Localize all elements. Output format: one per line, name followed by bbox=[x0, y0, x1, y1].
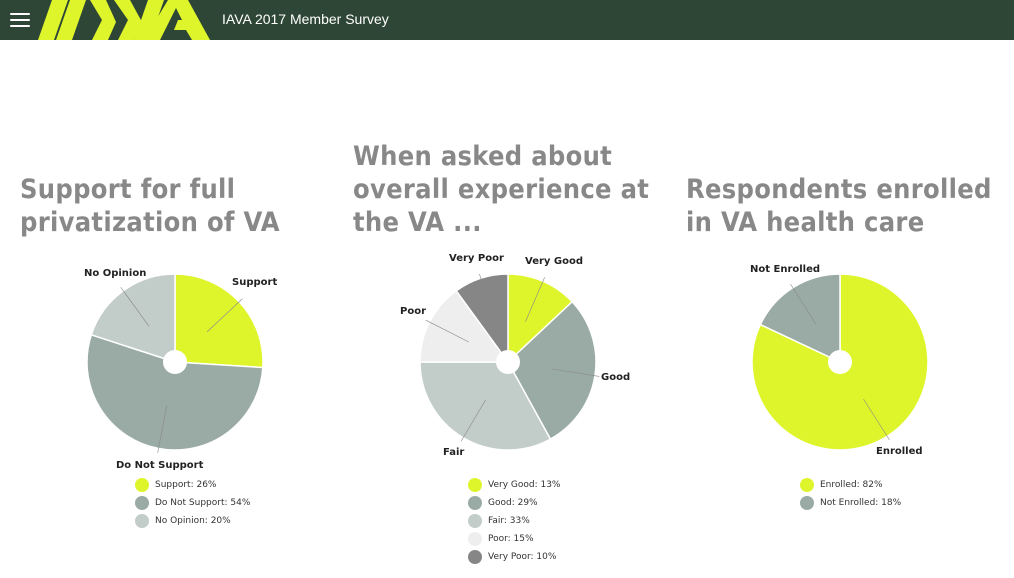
legend-item[interactable]: Support: 26% bbox=[135, 476, 250, 494]
legend-label: No Opinion: 20% bbox=[155, 516, 231, 526]
chart-title: When asked about overall experience at t… bbox=[353, 140, 673, 239]
pie-leader-line bbox=[206, 298, 243, 333]
legend-label: Not Enrolled: 18% bbox=[820, 498, 902, 508]
pie-leader-line bbox=[425, 319, 469, 343]
chart-title-line: When asked about bbox=[353, 141, 613, 172]
pie-slice-label: No Opinion bbox=[84, 268, 146, 279]
legend-label: Support: 26% bbox=[155, 480, 217, 490]
app-header: IAVA 2017 Member Survey bbox=[0, 0, 1014, 40]
pie-leader-line bbox=[863, 398, 890, 441]
legend-swatch bbox=[135, 496, 149, 510]
pie-slice-label: Good bbox=[601, 372, 630, 383]
legend-label: Do Not Support: 54% bbox=[155, 498, 251, 508]
legend-swatch bbox=[135, 478, 149, 492]
chart-title: Respondents enrolled in VA health care bbox=[686, 173, 1006, 239]
pie-slice-label: Very Poor bbox=[449, 253, 504, 264]
pie-slice-label: Fair bbox=[443, 447, 464, 458]
pie-chart: Support Do Not Support No Opinion bbox=[84, 268, 277, 471]
chart-legend: Support: 26% Do Not Support: 54% No Opinio… bbox=[135, 476, 250, 530]
legend-swatch bbox=[468, 532, 482, 546]
pie-leader-line bbox=[479, 274, 495, 321]
legend-label: Very Good: 13% bbox=[488, 480, 561, 490]
chart-title-line: the VA ... bbox=[353, 207, 482, 238]
legend-item[interactable]: Do Not Support: 54% bbox=[135, 494, 250, 512]
pie-slice-label: Poor bbox=[400, 306, 426, 317]
chart-title: Support for full privatization of VA bbox=[20, 173, 340, 239]
pie-slice-label: Not Enrolled bbox=[750, 264, 820, 275]
legend-label: Fair: 33% bbox=[488, 516, 530, 526]
pie-center-hole bbox=[828, 350, 852, 374]
legend-item[interactable]: Fair: 33% bbox=[468, 512, 560, 530]
pie-slice-label: Very Good bbox=[525, 256, 583, 267]
pie-slice-label: Do Not Support bbox=[116, 460, 204, 471]
legend-item[interactable]: No Opinion: 20% bbox=[135, 512, 250, 530]
pie-center-hole bbox=[496, 350, 520, 374]
legend-swatch bbox=[468, 478, 482, 492]
hamburger-menu-icon[interactable] bbox=[10, 10, 30, 28]
legend-swatch bbox=[800, 496, 814, 510]
legend-label: Very Poor: 10% bbox=[488, 552, 557, 562]
pie-slice-label: Enrolled bbox=[876, 446, 923, 457]
pie-slice-label: Support bbox=[232, 277, 277, 288]
pie-leader-line bbox=[525, 277, 545, 322]
legend-item[interactable]: Enrolled: 82% bbox=[800, 476, 901, 494]
legend-swatch bbox=[135, 514, 149, 528]
chart-panel-privatization: Support for full privatization of VA Sup… bbox=[20, 140, 340, 578]
pie-leader-line bbox=[551, 368, 600, 377]
pie-leader-line bbox=[790, 283, 817, 326]
legend-swatch bbox=[468, 550, 482, 564]
chart-legend: Enrolled: 82% Not Enrolled: 18% bbox=[800, 476, 901, 512]
legend-swatch bbox=[468, 496, 482, 510]
legend-label: Enrolled: 82% bbox=[820, 480, 883, 490]
chart-title-line: Respondents enrolled bbox=[686, 174, 992, 205]
legend-item[interactable]: Good: 29% bbox=[468, 494, 560, 512]
chart-panel-experience: When asked about overall experience at t… bbox=[353, 140, 673, 578]
legend-label: Poor: 15% bbox=[488, 534, 534, 544]
chart-title-line: Support for full bbox=[20, 174, 236, 205]
legend-swatch bbox=[468, 514, 482, 528]
chart-title-line: in VA health care bbox=[686, 207, 925, 238]
legend-label: Good: 29% bbox=[488, 498, 538, 508]
legend-item[interactable]: Very Poor: 10% bbox=[468, 548, 560, 566]
pie-leader-line bbox=[120, 287, 150, 327]
legend-swatch bbox=[800, 478, 814, 492]
legend-item[interactable]: Poor: 15% bbox=[468, 530, 560, 548]
chart-legend: Very Good: 13% Good: 29% Fair: 33% Poor: 15… bbox=[468, 476, 560, 566]
legend-item[interactable]: Not Enrolled: 18% bbox=[800, 494, 901, 512]
pie-center-hole bbox=[163, 350, 187, 374]
pie-leader-line bbox=[460, 399, 486, 442]
iava-logo[interactable] bbox=[38, 0, 210, 40]
chart-title-line: overall experience at bbox=[353, 174, 650, 205]
chart-panel-enrollment: Respondents enrolled in VA health care E… bbox=[686, 140, 1006, 578]
pie-leader-line bbox=[157, 405, 168, 453]
app-title: IAVA 2017 Member Survey bbox=[222, 11, 389, 27]
chart-title-line: privatization of VA bbox=[20, 207, 280, 238]
pie-chart: Very Good Good Fair Poor Very Poor bbox=[400, 253, 630, 458]
pie-chart: Enrolled Not Enrolled bbox=[750, 264, 929, 457]
legend-item[interactable]: Very Good: 13% bbox=[468, 476, 560, 494]
